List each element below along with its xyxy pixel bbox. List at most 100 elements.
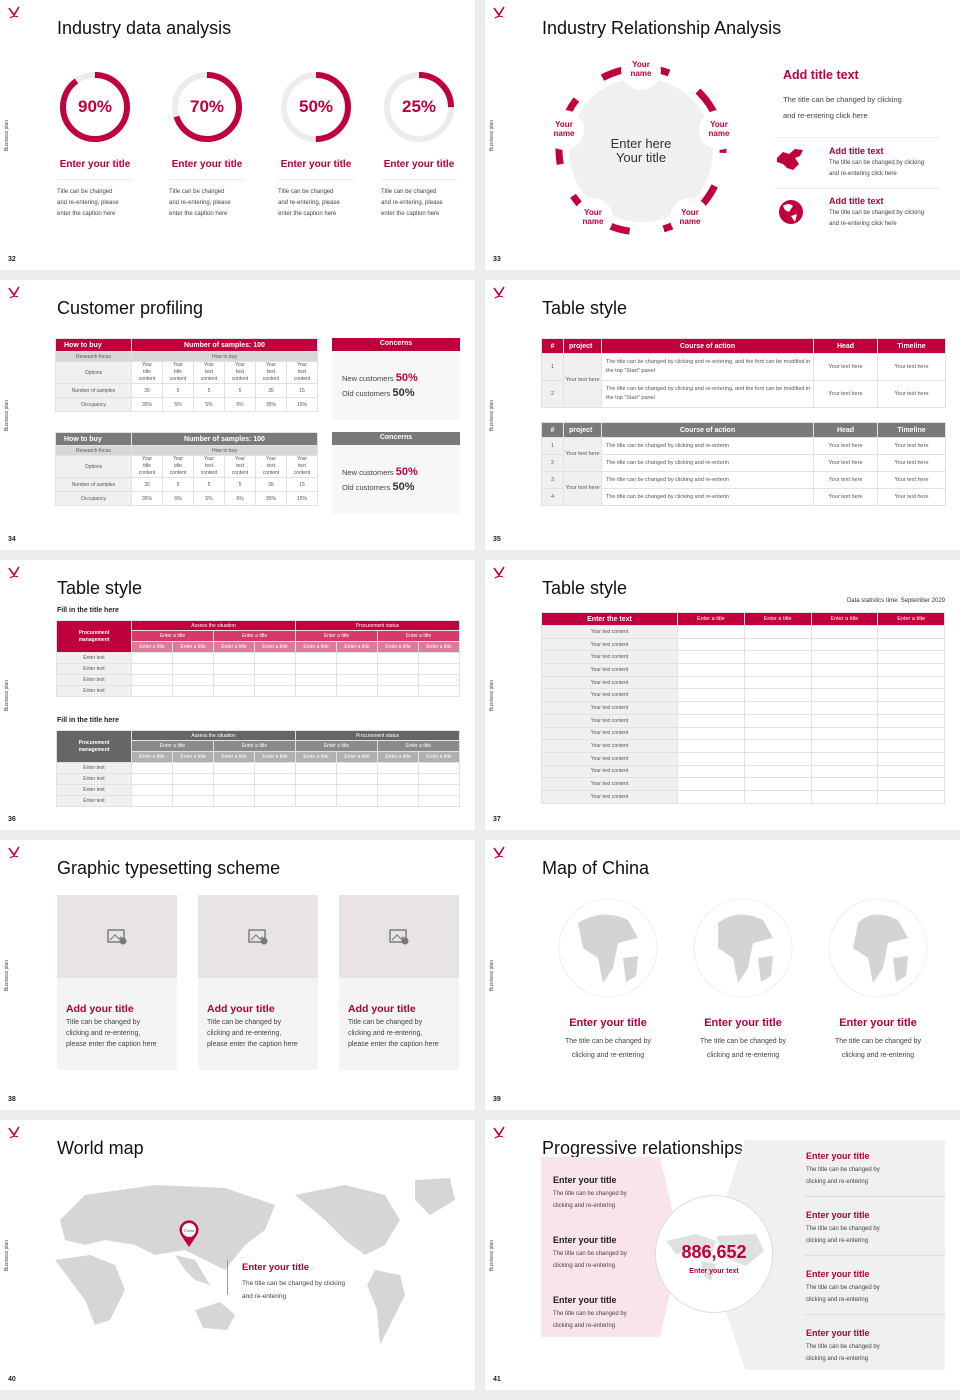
empty-cell[interactable] [172,784,214,796]
empty-cell[interactable] [377,663,419,675]
empty-cell[interactable] [418,663,460,675]
empty-cell[interactable] [295,685,337,697]
empty-cell[interactable] [877,637,945,652]
empty-cell[interactable] [810,751,879,766]
empty-cell[interactable] [172,773,214,785]
empty-cell[interactable] [810,663,879,677]
slide-40[interactable]: Business plan 40 World map China Enter your… [0,1120,475,1390]
empty-cell[interactable] [810,764,879,779]
empty-cell[interactable] [677,764,745,779]
slide-39[interactable]: Business plan 39 Map of China Enter your ti… [485,840,960,1110]
empty-cell[interactable] [810,713,879,728]
slide-34[interactable]: Business plan 34 Customer profiling How to … [0,280,475,550]
empty-cell[interactable] [418,773,460,785]
empty-cell[interactable] [213,773,255,785]
empty-cell[interactable] [295,762,337,774]
empty-cell[interactable] [377,773,419,785]
empty-cell[interactable] [877,625,945,639]
empty-cell[interactable] [336,674,378,686]
empty-cell[interactable] [213,762,255,774]
empty-cell[interactable] [743,701,812,715]
empty-cell[interactable] [677,777,745,791]
empty-cell[interactable] [743,777,812,791]
empty-cell[interactable] [131,674,173,686]
slide-37[interactable]: Business plan 37 Table style Data statistic… [485,560,960,830]
empty-cell[interactable] [677,675,745,690]
empty-cell[interactable] [254,663,296,675]
empty-cell[interactable] [377,784,419,796]
slide-36[interactable]: Business plan 36 Table style Fill in the ti… [0,560,475,830]
empty-cell[interactable] [877,751,945,766]
empty-cell[interactable] [677,789,745,804]
empty-cell[interactable] [377,674,419,686]
empty-cell[interactable] [743,751,812,766]
empty-cell[interactable] [877,650,945,665]
slide-35[interactable]: Business plan 35 Table style # project Course… [485,280,960,550]
empty-cell[interactable] [743,625,812,639]
empty-cell[interactable] [810,688,879,703]
empty-cell[interactable] [877,764,945,779]
empty-cell[interactable] [172,652,214,664]
empty-cell[interactable] [418,652,460,664]
empty-cell[interactable] [336,784,378,796]
empty-cell[interactable] [877,663,945,677]
empty-cell[interactable] [336,652,378,664]
empty-cell[interactable] [131,652,173,664]
empty-cell[interactable] [254,795,296,807]
empty-cell[interactable] [213,674,255,686]
empty-cell[interactable] [213,663,255,675]
empty-cell[interactable] [295,652,337,664]
empty-cell[interactable] [131,685,173,697]
empty-cell[interactable] [418,795,460,807]
empty-cell[interactable] [877,688,945,703]
empty-cell[interactable] [377,652,419,664]
slide-32[interactable]: Business plan 32 Industry data analysis 90%… [0,0,475,270]
empty-cell[interactable] [213,784,255,796]
empty-cell[interactable] [213,685,255,697]
empty-cell[interactable] [810,789,879,804]
empty-cell[interactable] [254,652,296,664]
empty-cell[interactable] [336,762,378,774]
empty-cell[interactable] [336,663,378,675]
empty-cell[interactable] [810,777,879,791]
empty-cell[interactable] [743,675,812,690]
empty-cell[interactable] [677,713,745,728]
empty-cell[interactable] [877,789,945,804]
slide-38[interactable]: Business plan 38 Graphic typesetting schem… [0,840,475,1110]
empty-cell[interactable] [172,663,214,675]
empty-cell[interactable] [336,685,378,697]
empty-cell[interactable] [295,674,337,686]
empty-cell[interactable] [254,773,296,785]
empty-cell[interactable] [172,762,214,774]
empty-cell[interactable] [254,762,296,774]
empty-cell[interactable] [377,795,419,807]
empty-cell[interactable] [336,773,378,785]
empty-cell[interactable] [877,675,945,690]
empty-cell[interactable] [172,674,214,686]
empty-cell[interactable] [418,762,460,774]
empty-cell[interactable] [743,739,812,753]
empty-cell[interactable] [743,663,812,677]
empty-cell[interactable] [377,762,419,774]
empty-cell[interactable] [418,685,460,697]
empty-cell[interactable] [677,751,745,766]
empty-cell[interactable] [377,685,419,697]
empty-cell[interactable] [336,795,378,807]
empty-cell[interactable] [131,663,173,675]
empty-cell[interactable] [254,784,296,796]
empty-cell[interactable] [677,625,745,639]
empty-cell[interactable] [677,650,745,665]
empty-cell[interactable] [172,685,214,697]
empty-cell[interactable] [810,650,879,665]
empty-cell[interactable] [810,637,879,652]
slide-33[interactable]: Business plan 33 Industry Relationship Ana… [485,0,960,270]
empty-cell[interactable] [810,675,879,690]
empty-cell[interactable] [877,726,945,741]
empty-cell[interactable] [213,795,255,807]
empty-cell[interactable] [131,784,173,796]
empty-cell[interactable] [743,726,812,741]
empty-cell[interactable] [810,701,879,715]
empty-cell[interactable] [213,652,255,664]
empty-cell[interactable] [295,784,337,796]
empty-cell[interactable] [743,789,812,804]
